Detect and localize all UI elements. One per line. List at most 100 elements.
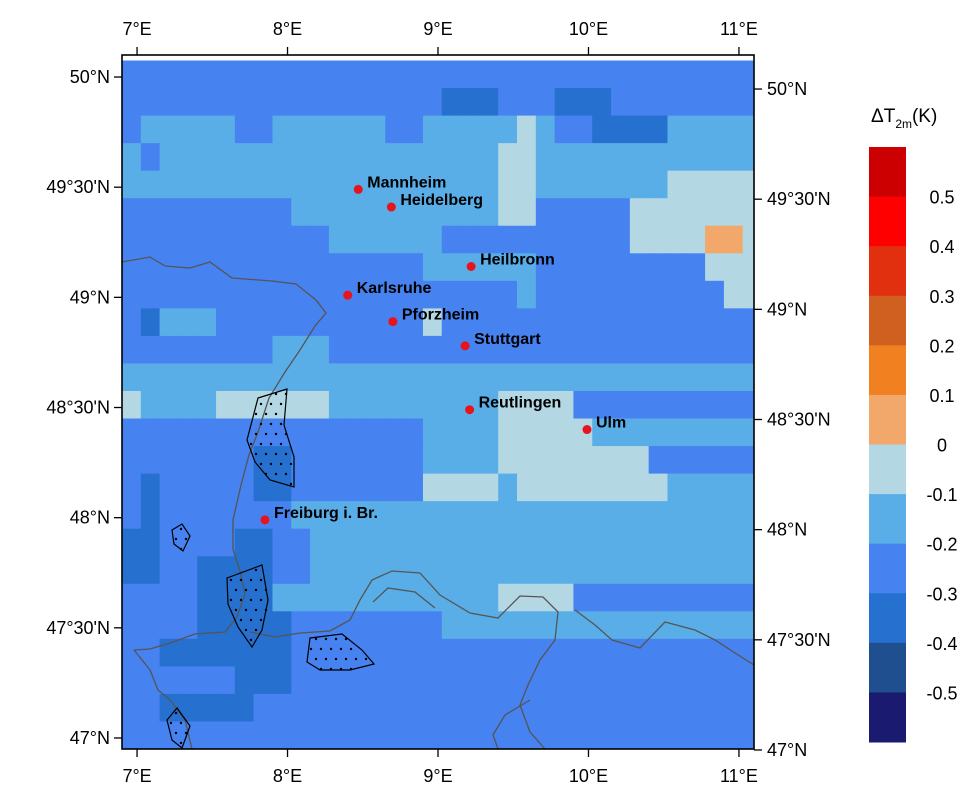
grid-cell [140,638,161,667]
grid-cell [422,721,443,749]
stipple-dot [184,537,188,541]
grid-cell [385,253,405,282]
grid-cell [667,693,687,723]
grid-cell [517,390,537,420]
grid-cell [629,335,650,365]
grid-cell [347,446,368,475]
grid-cell [611,418,631,447]
grid-cell [742,666,754,695]
grid-cell [573,446,593,475]
grid-cell [460,280,480,309]
stipple-dot [284,452,288,456]
grid-cell [723,88,744,117]
stipple-dot [264,412,268,416]
grid-cell [197,143,217,172]
grid-cell [216,693,236,723]
grid-cell [328,390,349,420]
grid-cell [667,198,687,227]
colorbar-tick-label: 0.1 [929,386,954,406]
grid-cell [592,501,612,530]
grid-cell [178,666,198,695]
city-label: Karlsruhe [357,280,432,297]
grid-cell [554,60,575,89]
y-tick-label-right: 48°30'N [767,410,831,430]
colorbar-swatch [869,444,906,495]
grid-cell [498,693,518,723]
grid-cell [460,666,480,695]
grid-cell [648,693,669,723]
grid-cell [197,611,217,640]
grid-cell [272,693,292,723]
stipple-dot [319,667,323,671]
grid-cell [347,253,368,282]
grid-cell [366,528,386,557]
grid-cell [535,721,556,749]
grid-cell [385,693,405,723]
grid-cell [140,363,161,392]
grid-cell [441,170,462,199]
stipple-dot [329,667,333,671]
grid-cell [122,335,142,365]
grid-cell [253,473,274,502]
temperature-change-grid [122,60,754,749]
grid-cell [723,60,744,89]
grid-cell [723,335,744,365]
grid-cell [441,198,462,227]
grid-cell [347,666,368,695]
grid-cell [216,198,236,227]
grid-cell [159,473,180,502]
grid-cell [573,198,593,227]
grid-cell [441,501,462,530]
grid-cell [742,170,754,199]
stipple-dot [349,667,353,671]
grid-cell [122,638,142,667]
colorbar-swatch [869,642,906,693]
grid-cell [291,390,311,420]
grid-cell [498,88,518,117]
grid-cell [178,115,198,144]
grid-cell [592,446,612,475]
grid-cell [742,115,754,144]
grid-cell [366,473,386,502]
grid-cell [159,721,180,749]
grid-cell [234,721,255,749]
grid-cell [592,583,612,612]
grid-cell [122,528,142,557]
grid-cell [422,611,443,640]
grid-cell [385,170,405,199]
grid-cell [385,501,405,530]
grid-cell [310,390,330,420]
stipple-dot [314,637,318,641]
grid-cell [159,308,180,337]
stipple-dot [259,598,263,602]
grid-cell [178,143,198,172]
grid-cell [178,225,198,254]
grid-cell [422,170,443,199]
grid-cell [347,170,368,199]
grid-cell [498,446,518,475]
grid-cell [253,446,274,475]
stipple-dot [269,402,273,406]
grid-cell [498,473,518,502]
grid-cell [310,143,330,172]
grid-cell [667,143,687,172]
grid-cell [498,363,518,392]
grid-cell [122,473,142,502]
grid-cell [310,501,330,530]
grid-cell [197,666,217,695]
grid-cell [272,115,292,144]
grid-cell [328,253,349,282]
grid-cell [573,501,593,530]
grid-cell [272,280,292,309]
grid-cell [667,446,687,475]
grid-cell [723,556,744,585]
grid-cell [667,170,687,199]
grid-cell [178,280,198,309]
grid-cell [178,88,198,117]
grid-cell [291,528,311,557]
grid-cell [404,225,424,254]
stipple-dot [309,647,313,651]
grid-cell [705,693,725,723]
grid-cell [216,280,236,309]
city-label: Freiburg i. Br. [274,505,378,522]
